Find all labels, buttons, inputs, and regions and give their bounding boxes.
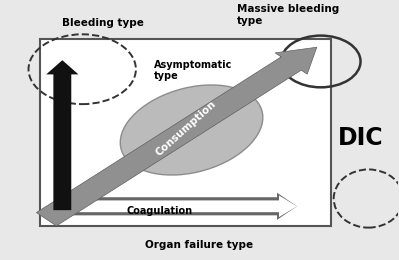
Text: Consumption: Consumption	[154, 99, 218, 158]
Text: Bleeding type: Bleeding type	[62, 18, 144, 28]
Text: Massive bleeding
type: Massive bleeding type	[237, 4, 340, 26]
FancyArrow shape	[62, 193, 297, 220]
FancyArrow shape	[36, 47, 317, 226]
Text: Fibrinolysis: Fibrinolysis	[43, 95, 52, 154]
Text: Coagulation: Coagulation	[126, 206, 193, 217]
Text: Organ failure type: Organ failure type	[146, 240, 253, 250]
Text: Asymptomatic
type: Asymptomatic type	[154, 60, 232, 81]
Ellipse shape	[120, 85, 263, 175]
FancyArrow shape	[46, 60, 79, 210]
Bar	[40, 40, 331, 226]
Text: DIC: DIC	[338, 126, 383, 150]
FancyArrow shape	[64, 196, 297, 217]
